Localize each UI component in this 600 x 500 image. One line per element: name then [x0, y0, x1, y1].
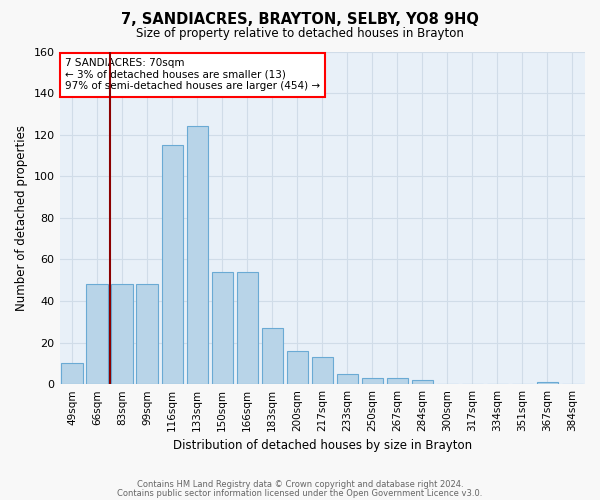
Bar: [387, 378, 408, 384]
Bar: [86, 284, 108, 384]
Bar: [311, 357, 333, 384]
Bar: [287, 351, 308, 384]
Bar: [61, 364, 83, 384]
Text: 7 SANDIACRES: 70sqm
← 3% of detached houses are smaller (13)
97% of semi-detache: 7 SANDIACRES: 70sqm ← 3% of detached hou…: [65, 58, 320, 92]
Text: Size of property relative to detached houses in Brayton: Size of property relative to detached ho…: [136, 28, 464, 40]
Bar: [136, 284, 158, 384]
Text: Contains HM Land Registry data © Crown copyright and database right 2024.: Contains HM Land Registry data © Crown c…: [137, 480, 463, 489]
Y-axis label: Number of detached properties: Number of detached properties: [15, 125, 28, 311]
Bar: [337, 374, 358, 384]
Bar: [187, 126, 208, 384]
X-axis label: Distribution of detached houses by size in Brayton: Distribution of detached houses by size …: [173, 440, 472, 452]
Bar: [161, 145, 183, 384]
Bar: [412, 380, 433, 384]
Text: 7, SANDIACRES, BRAYTON, SELBY, YO8 9HQ: 7, SANDIACRES, BRAYTON, SELBY, YO8 9HQ: [121, 12, 479, 28]
Text: Contains public sector information licensed under the Open Government Licence v3: Contains public sector information licen…: [118, 489, 482, 498]
Bar: [362, 378, 383, 384]
Bar: [537, 382, 558, 384]
Bar: [262, 328, 283, 384]
Bar: [112, 284, 133, 384]
Bar: [212, 272, 233, 384]
Bar: [236, 272, 258, 384]
